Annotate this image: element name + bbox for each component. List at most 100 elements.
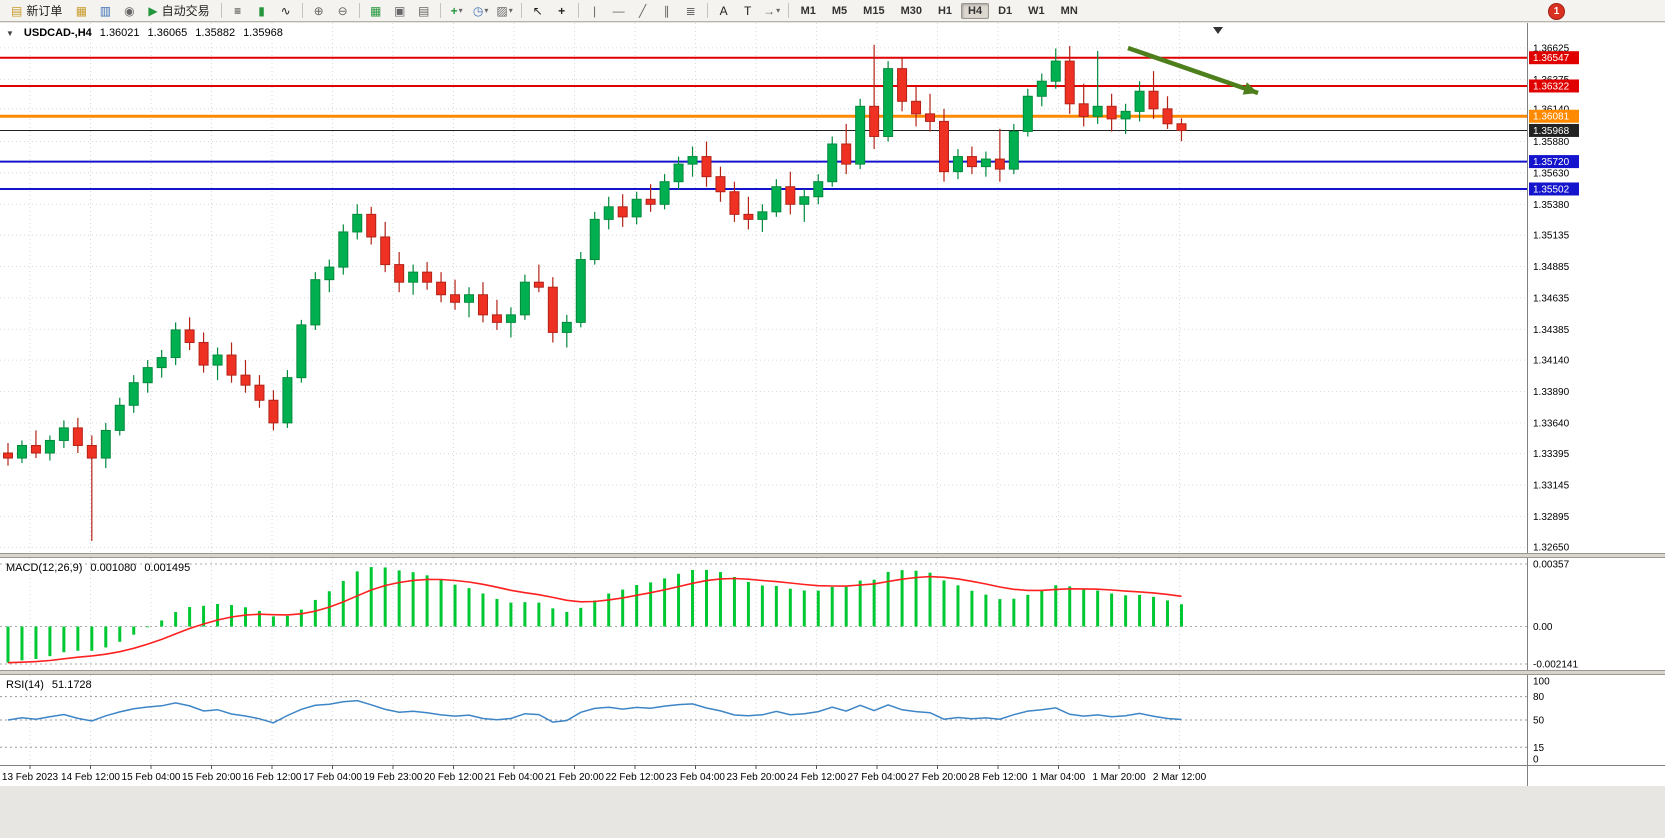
- zoom-out-button[interactable]: ⊖: [332, 1, 354, 21]
- fibonacci-button[interactable]: ≣: [680, 1, 702, 21]
- templates-button[interactable]: ▨ ▾: [494, 1, 516, 21]
- clock-icon: ◷: [472, 3, 484, 18]
- svg-text:1.35502: 1.35502: [1533, 184, 1570, 195]
- cursor-button[interactable]: ↖: [527, 1, 549, 21]
- chevron-down-icon: ▾: [484, 6, 489, 15]
- rsi-header: RSI(14) 51.1728: [6, 679, 92, 691]
- svg-text:16 Feb 12:00: 16 Feb 12:00: [243, 772, 302, 783]
- cascade-windows-button[interactable]: ▤: [413, 1, 435, 21]
- new-order-label: 新订单: [26, 4, 63, 18]
- timeframe-mn-button[interactable]: MN: [1060, 4, 1078, 17]
- timeframe-m30-button[interactable]: M30: [900, 4, 922, 17]
- indicators-icon: +: [450, 3, 458, 18]
- toolbar-separator: [706, 3, 708, 18]
- tile-windows-button[interactable]: ▣: [389, 1, 411, 21]
- svg-text:1.35630: 1.35630: [1533, 168, 1570, 179]
- horizontal-line-button[interactable]: —: [608, 1, 630, 21]
- notification-badge[interactable]: 1: [1548, 3, 1565, 20]
- macd-main-value: 0.001080: [90, 562, 137, 574]
- charts-button[interactable]: ▦: [70, 1, 92, 21]
- close-value: 1.35968: [243, 27, 283, 39]
- timeframe-d1-button[interactable]: D1: [998, 4, 1013, 17]
- timeframe-w1-button[interactable]: W1: [1028, 4, 1045, 17]
- chart-header: ▼ USDCAD-,H4 1.36021 1.36065 1.35882 1.3…: [6, 27, 283, 39]
- channel-icon: ∥: [663, 3, 670, 18]
- panel-divider[interactable]: [0, 553, 1665, 558]
- toolbar-separator: [520, 3, 522, 18]
- rsi-canvas[interactable]: 100 80 50 150: [0, 675, 1665, 765]
- line-chart-button[interactable]: ∿: [275, 1, 297, 21]
- macd-signal-value: 0.001495: [144, 562, 191, 574]
- candlestick-icon: ▮: [258, 3, 265, 18]
- collapse-chart-icon[interactable]: ▼: [6, 28, 14, 38]
- channel-button[interactable]: ∥: [656, 1, 678, 21]
- high-value: 1.36065: [147, 27, 188, 39]
- bar-chart-button[interactable]: ≡: [227, 1, 249, 21]
- vertical-line-button[interactable]: |: [584, 1, 606, 21]
- grid-button[interactable]: ▦: [365, 1, 387, 21]
- label-button[interactable]: T: [737, 1, 759, 21]
- svg-text:23 Feb 04:00: 23 Feb 04:00: [666, 772, 725, 783]
- navigator-icon: ◉: [124, 3, 135, 18]
- svg-text:14 Feb 12:00: 14 Feb 12:00: [61, 772, 120, 783]
- svg-text:0.00: 0.00: [1533, 622, 1553, 633]
- market-watch-button[interactable]: ▥: [94, 1, 116, 21]
- svg-text:1.36625: 1.36625: [1533, 43, 1570, 54]
- svg-text:27 Feb 20:00: 27 Feb 20:00: [908, 772, 967, 783]
- svg-text:1.34140: 1.34140: [1533, 356, 1570, 367]
- timeframe-m15-button[interactable]: M15: [863, 4, 885, 17]
- chevron-down-icon: ▾: [508, 6, 513, 15]
- svg-text:1.36322: 1.36322: [1533, 81, 1570, 92]
- timeframe-m1-button[interactable]: M1: [800, 4, 816, 17]
- trendline-button[interactable]: ╱: [632, 1, 654, 21]
- text-button[interactable]: A: [713, 1, 735, 21]
- cascade-windows-icon: ▤: [417, 3, 430, 18]
- indicators-button[interactable]: + ▾: [446, 1, 468, 21]
- candlestick-button[interactable]: ▮: [251, 1, 273, 21]
- arrows-button[interactable]: → ▾: [761, 1, 783, 21]
- svg-text:1.34635: 1.34635: [1533, 293, 1570, 304]
- crosshair-button[interactable]: +: [551, 1, 573, 21]
- timeframe-m5-button[interactable]: M5: [831, 4, 848, 17]
- svg-text:50: 50: [1533, 716, 1545, 727]
- chevron-down-icon: ▾: [776, 6, 781, 15]
- svg-text:1 Mar 04:00: 1 Mar 04:00: [1032, 772, 1086, 783]
- svg-text:1.35135: 1.35135: [1533, 231, 1570, 242]
- rsi-label: RSI(14): [6, 679, 44, 691]
- timeframe-h4-button[interactable]: H4: [961, 2, 990, 19]
- svg-text:20 Feb 12:00: 20 Feb 12:00: [424, 772, 483, 783]
- main-chart-canvas[interactable]: 1.366251.363751.361401.358801.356301.353…: [0, 23, 1665, 553]
- label-icon: T: [743, 3, 752, 18]
- navigator-button[interactable]: ◉: [118, 1, 140, 21]
- svg-text:2 Mar 12:00: 2 Mar 12:00: [1153, 772, 1207, 783]
- periods-button[interactable]: ◷ ▾: [470, 1, 492, 21]
- chart-window: ▼ USDCAD-,H4 1.36021 1.36065 1.35882 1.3…: [0, 23, 1665, 786]
- symbol-title: USDCAD-,H4: [23, 27, 92, 39]
- horizontal-line-icon: —: [612, 3, 625, 18]
- zoom-in-button[interactable]: ⊕: [308, 1, 330, 21]
- rsi-value: 51.1728: [51, 679, 92, 691]
- auto-trading-button[interactable]: ▶ 自动交易: [142, 1, 215, 21]
- svg-text:23 Feb 20:00: 23 Feb 20:00: [727, 772, 786, 783]
- chevron-down-icon: ▾: [458, 6, 463, 15]
- macd-canvas[interactable]: 0.00357 0.00 -0.002141: [0, 558, 1665, 670]
- cursor-icon: ↖: [532, 3, 543, 18]
- svg-text:21 Feb 04:00: 21 Feb 04:00: [485, 772, 544, 783]
- macd-header: MACD(12,26,9) 0.001080 0.001495: [6, 562, 190, 574]
- svg-text:15 Feb 04:00: 15 Feb 04:00: [122, 772, 181, 783]
- panel-divider[interactable]: [0, 670, 1665, 675]
- time-axis[interactable]: 13 Feb 2023 14 Feb 12:00 15 Feb 04:00 15 Fe…: [0, 765, 1665, 786]
- arrows-icon: →: [763, 3, 776, 18]
- text-icon: A: [719, 3, 728, 18]
- svg-text:1.36081: 1.36081: [1533, 112, 1570, 123]
- svg-text:1.35380: 1.35380: [1533, 200, 1570, 211]
- new-order-icon: ▤: [11, 3, 23, 18]
- bar-chart-icon: ≡: [234, 3, 242, 18]
- svg-text:24 Feb 12:00: 24 Feb 12:00: [787, 772, 846, 783]
- svg-text:22 Feb 12:00: 22 Feb 12:00: [606, 772, 665, 783]
- svg-text:1 Mar 20:00: 1 Mar 20:00: [1092, 772, 1146, 783]
- macd-label: MACD(12,26,9): [6, 562, 83, 574]
- timeframe-h1-button[interactable]: H1: [937, 4, 953, 17]
- svg-text:1.32895: 1.32895: [1533, 512, 1570, 523]
- new-order-button[interactable]: ▤ 新订单: [5, 1, 68, 21]
